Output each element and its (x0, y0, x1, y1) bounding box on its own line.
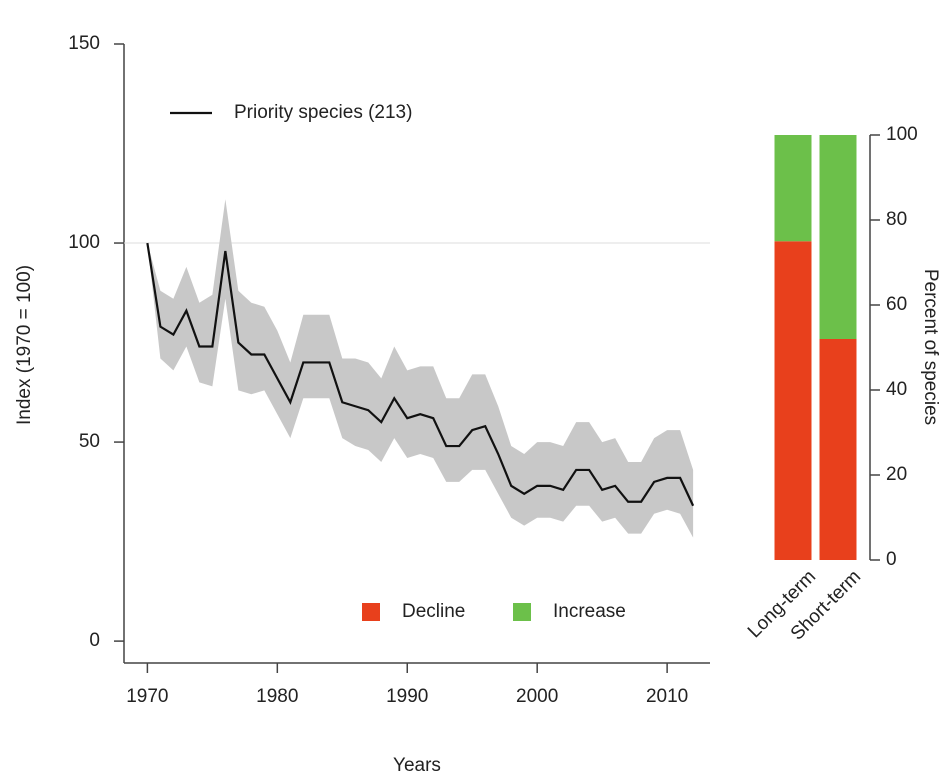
bar-segment (774, 241, 812, 560)
y-axis-label: Percent of species (920, 269, 941, 425)
y-tick-label: 0 (886, 549, 897, 570)
bar-segment (819, 135, 857, 339)
x-axis-label: Years (393, 755, 441, 776)
y-axis-label: Index (1970 = 100) (14, 265, 35, 425)
y-tick-label: 100 (68, 232, 100, 253)
y-tick-label: 20 (886, 464, 907, 485)
y-tick-label: 60 (886, 294, 907, 315)
x-tick-label: 1970 (126, 686, 168, 707)
y-tick-label: 100 (886, 124, 918, 145)
x-tick-label: 2010 (646, 686, 688, 707)
y-tick-label: 50 (79, 431, 100, 452)
legend-label: Decline (402, 601, 465, 622)
y-tick-label: 40 (886, 379, 907, 400)
y-tick-label: 0 (89, 630, 100, 651)
x-tick-label: 1980 (256, 686, 298, 707)
bar-segment (774, 135, 812, 242)
legend-swatch (513, 603, 531, 621)
x-tick-label: 1990 (386, 686, 428, 707)
line (146, 242, 695, 507)
y-tick-label: 80 (886, 209, 907, 230)
confidence-band (147, 199, 694, 538)
legend-label: Priority species (213) (234, 102, 412, 123)
legend-swatch (362, 603, 380, 621)
bar-segment (819, 339, 857, 560)
x-tick-label: 2000 (516, 686, 558, 707)
y-tick-label: 150 (68, 33, 100, 54)
legend-label: Increase (553, 601, 626, 622)
